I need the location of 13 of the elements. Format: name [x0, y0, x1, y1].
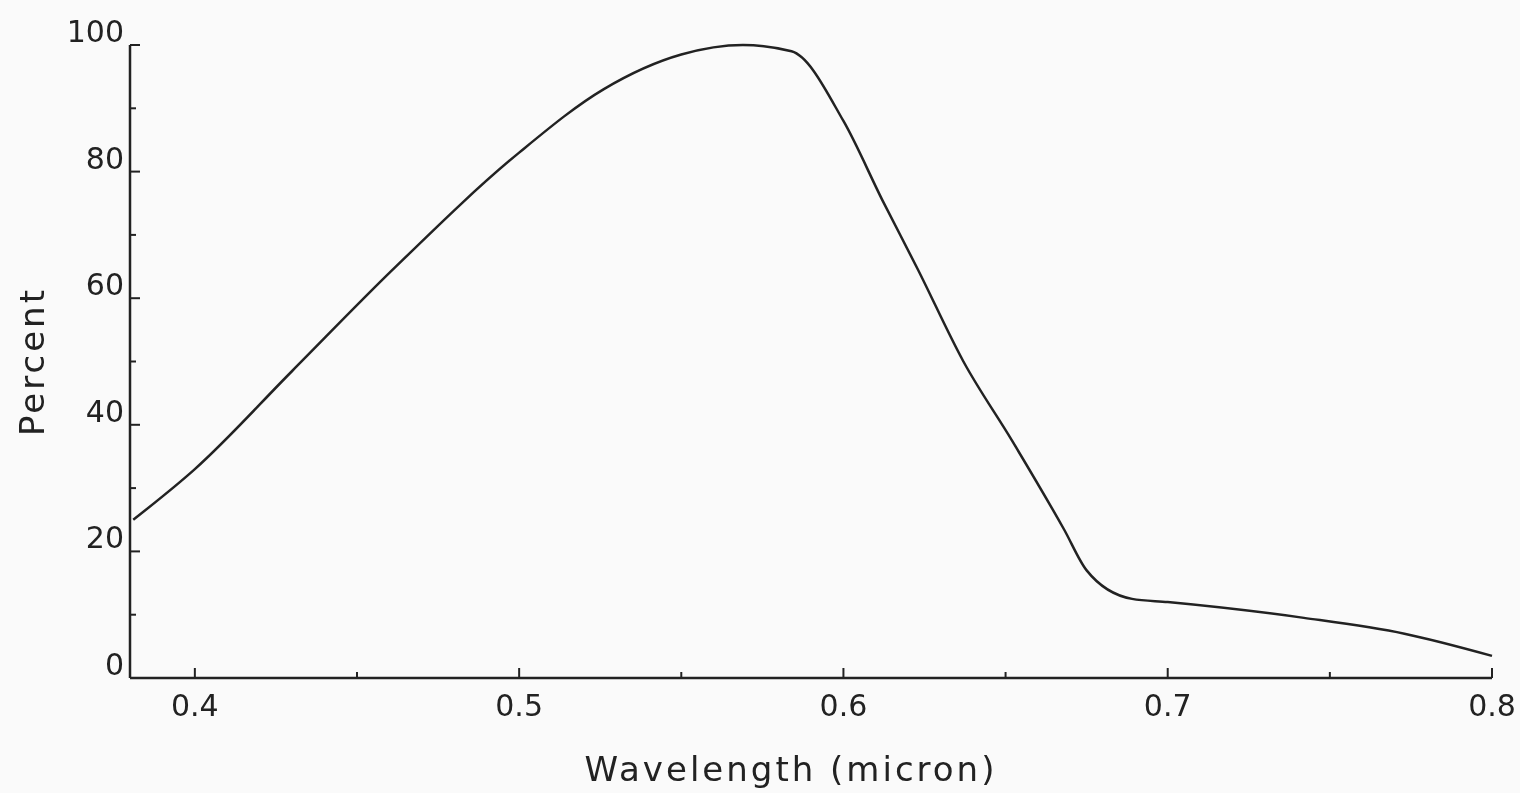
x-tick-label: 0.4: [171, 688, 219, 723]
x-axis-title: Wavelength (micron): [584, 749, 998, 789]
y-tick-label: 60: [85, 267, 124, 303]
x-tick-label: 0.6: [819, 688, 868, 723]
x-tick-label: 0.5: [495, 688, 543, 723]
y-tick-label: 80: [85, 140, 124, 176]
y-tick-label: 100: [66, 14, 124, 49]
x-tick-label: 0.8: [1468, 688, 1516, 723]
y-tick-label: 0: [104, 647, 124, 682]
y-tick-label: 20: [85, 520, 124, 556]
x-tick-label: 0.7: [1143, 688, 1192, 723]
y-axis-title: Percent: [12, 287, 52, 436]
y-tick-label: 40: [85, 393, 124, 429]
